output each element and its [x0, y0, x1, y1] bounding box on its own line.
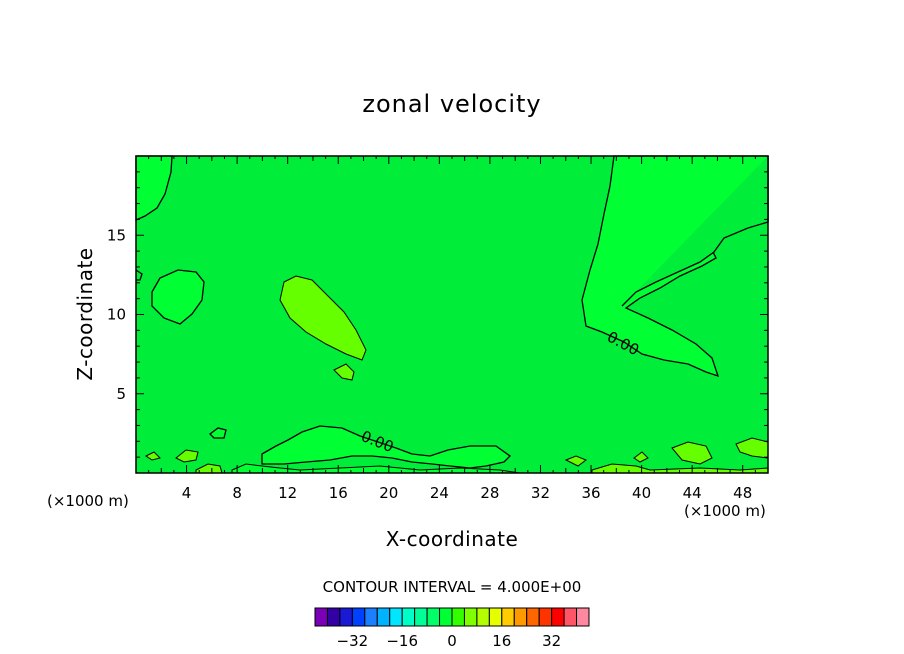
x-tick-labels: 4 8 12 16 20 24 28 32 36 40 44 48	[182, 484, 752, 502]
x-unit-note-right: (×1000 m)	[684, 502, 766, 520]
contour-region-negative-small1	[209, 427, 227, 439]
plot-area: 0.00 0.00	[135, 155, 769, 474]
x-unit-note-left: (×1000 m)	[47, 492, 129, 510]
contour-line-left-edge	[135, 269, 143, 281]
colorbar-swatch	[389, 607, 403, 627]
y-tick-label: 5	[116, 385, 126, 403]
x-tick-label: 48	[733, 484, 752, 502]
x-tick-label: 12	[278, 484, 297, 502]
colorbar-swatch	[551, 607, 565, 627]
colorbar-swatch	[476, 607, 490, 627]
x-tick-label: 8	[232, 484, 242, 502]
colorbar-tick-label: −32	[337, 632, 369, 650]
x-tick-label: 32	[531, 484, 550, 502]
y-tick-labels: 5 10 15	[107, 226, 126, 403]
contour-region-positive-tongue	[621, 156, 769, 307]
colorbar-swatch	[339, 607, 353, 627]
colorbar-swatch	[426, 607, 441, 627]
colorbar-swatch	[364, 607, 378, 627]
colorbar-tick-label: 16	[492, 632, 511, 650]
colorbar	[314, 607, 590, 627]
colorbar-swatch	[414, 607, 428, 627]
contour-region-negative-left	[151, 269, 205, 325]
colorbar-swatch	[314, 607, 328, 627]
contour-region-positive-bottom-right1	[671, 441, 713, 465]
contour-region-positive-center	[279, 275, 367, 361]
chart-title: zonal velocity	[362, 90, 541, 118]
colorbar-swatch	[563, 607, 578, 627]
contour-region-positive-bottom-left2	[145, 451, 161, 461]
axis-ticks	[136, 156, 768, 473]
x-tick-label: 28	[480, 484, 499, 502]
colorbar-swatch	[463, 607, 478, 627]
colorbar-swatch	[488, 607, 503, 627]
x-axis-label: X-coordinate	[386, 527, 519, 551]
y-axis-label: Z-coordinate	[73, 247, 97, 380]
x-tick-label: 16	[329, 484, 348, 502]
x-tick-label: 44	[683, 484, 702, 502]
colorbar-swatch	[501, 607, 515, 627]
colorbar-swatch	[401, 607, 416, 627]
colorbar-swatch	[513, 607, 528, 627]
y-tick-label: 10	[107, 306, 126, 324]
contour-region-positive-bottom-right4	[564, 455, 588, 467]
y-tick-label: 15	[107, 226, 126, 244]
colorbar-tick-label: −16	[386, 632, 418, 650]
x-tick-label: 40	[632, 484, 651, 502]
colorbar-tick-label: 0	[447, 632, 457, 650]
colorbar-swatch	[351, 607, 366, 627]
colorbar-swatch	[576, 607, 590, 627]
x-tick-label: 4	[182, 484, 192, 502]
contour-region-positive-bottom-right5	[633, 451, 649, 463]
colorbar-swatch	[526, 607, 540, 627]
colorbar-swatch	[376, 607, 391, 627]
colorbar-swatch	[326, 607, 341, 627]
colorbar-tick-label: 32	[542, 632, 561, 650]
x-tick-label: 36	[581, 484, 600, 502]
contour-region-positive-small	[333, 363, 355, 381]
colorbar-swatch	[451, 607, 465, 627]
colorbar-tick-labels: −32 −16 0 16 32	[337, 632, 562, 650]
contour-region-negative-bottom	[261, 425, 512, 469]
contour-region-positive-bottom-left	[175, 449, 199, 463]
colorbar-swatch	[538, 607, 553, 627]
colorbar-swatch	[439, 607, 453, 627]
x-tick-label: 20	[379, 484, 398, 502]
contour-interval-text: CONTOUR INTERVAL = 4.000E+00	[323, 578, 582, 596]
x-tick-label: 24	[430, 484, 449, 502]
